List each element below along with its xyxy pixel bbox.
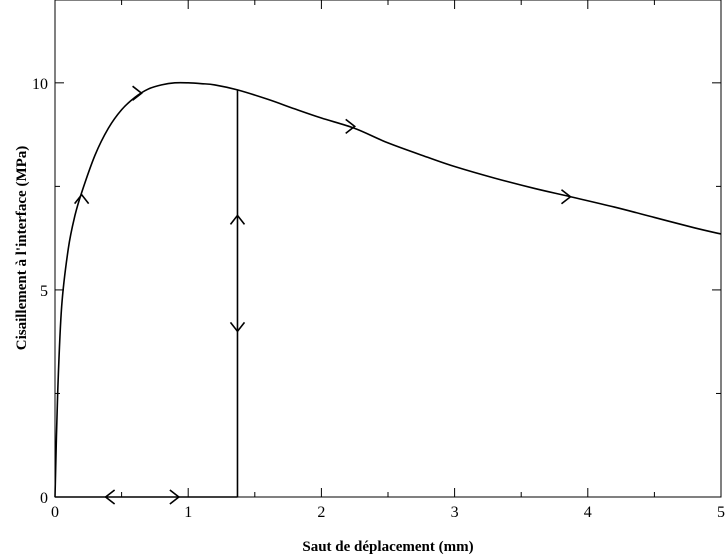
direction-arrow	[229, 321, 246, 333]
x-tick-label: 4	[584, 504, 592, 521]
y-axis-title: Cisaillement à l'interface (MPa)	[14, 146, 30, 351]
direction-arrow	[560, 189, 572, 205]
x-axis-title: Saut de déplacement (mm)	[302, 539, 473, 554]
direction-arrows	[74, 85, 572, 505]
direction-arrow	[74, 193, 90, 205]
axis-ticks	[54, 0, 722, 498]
y-tick-label: 10	[32, 76, 48, 93]
x-tick-label: 1	[184, 504, 192, 521]
x-tick-label: 2	[317, 504, 325, 521]
direction-arrow	[345, 118, 357, 134]
x-tick-label: 3	[451, 504, 459, 521]
tick-labels: 0 1 2 3 4 5 0 5 10	[32, 76, 725, 521]
plot-frame	[54, 0, 722, 498]
y-tick-label: 5	[40, 283, 48, 300]
x-tick-label: 0	[51, 504, 59, 521]
x-tick-label: 5	[717, 504, 725, 521]
data-series	[54, 81, 722, 498]
y-tick-label: 0	[40, 490, 48, 507]
direction-arrow	[132, 85, 143, 101]
series-line-0	[54, 81, 722, 498]
direction-arrow	[104, 489, 116, 505]
direction-arrow	[169, 489, 181, 505]
direction-arrow	[229, 214, 246, 225]
